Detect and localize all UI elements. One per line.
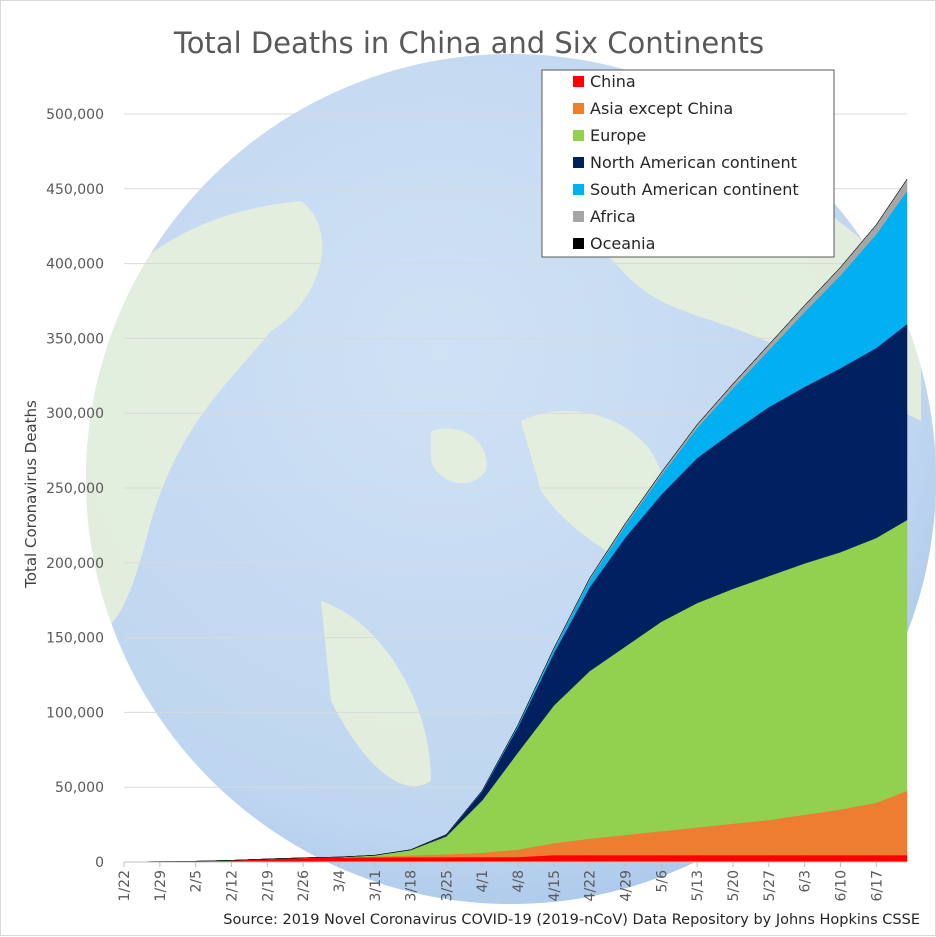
legend-swatch xyxy=(573,130,584,141)
y-tick-label: 200,000 xyxy=(46,556,104,572)
legend-box xyxy=(541,69,835,258)
x-tick-label: 4/8 xyxy=(511,870,527,893)
legend-swatch xyxy=(573,103,584,114)
x-tick-label: 3/25 xyxy=(439,870,455,901)
x-tick-label: 6/10 xyxy=(833,870,849,901)
x-tick-label: 2/19 xyxy=(260,870,276,901)
legend-swatch xyxy=(573,184,584,195)
y-tick-label: 300,000 xyxy=(46,406,104,422)
y-tick-label: 0 xyxy=(95,855,104,871)
y-tick-label: 450,000 xyxy=(46,182,104,198)
chart-title: Total Deaths in China and Six Continents xyxy=(173,26,764,60)
x-tick-label: 6/3 xyxy=(798,870,814,893)
x-axis: 1/22 1/29 2/5 2/12 2/19 2/26 3/4 3/11 3/18 3/25 4/… xyxy=(117,861,907,902)
y-tick-label: 100,000 xyxy=(46,705,104,721)
legend-swatch xyxy=(573,211,584,222)
legend-label: North American continent xyxy=(590,153,797,172)
x-tick-label: 3/4 xyxy=(332,870,348,893)
legend-swatch xyxy=(573,238,584,249)
x-tick-label: 5/6 xyxy=(654,870,670,893)
x-tick-label: 4/1 xyxy=(475,870,491,893)
y-tick-label: 400,000 xyxy=(46,257,104,273)
y-axis-label: Total Coronavirus Deaths xyxy=(22,400,40,589)
legend-label: South American continent xyxy=(590,180,799,199)
y-tick-label: 250,000 xyxy=(46,481,104,497)
area-oceania xyxy=(123,178,908,863)
legend-label: China xyxy=(590,72,636,91)
legend-label: Oceania xyxy=(590,234,655,253)
x-tick-label: 1/22 xyxy=(117,870,133,901)
area-series-group xyxy=(123,178,908,863)
x-tick-label: 5/13 xyxy=(690,870,706,901)
x-tick-label: 2/12 xyxy=(224,870,240,901)
legend-label: Asia except China xyxy=(590,99,733,118)
x-tick-label: 3/18 xyxy=(404,870,420,901)
x-tick-label: 2/5 xyxy=(189,870,205,893)
x-tick-label: 2/26 xyxy=(296,870,312,902)
legend-label: Africa xyxy=(590,207,636,226)
legend: China Asia except China Europe North Americ… xyxy=(541,69,835,258)
y-tick-label: 150,000 xyxy=(46,631,104,647)
y-tick-label: 350,000 xyxy=(46,331,104,347)
source-note: Source: 2019 Novel Coronavirus COVID-19 … xyxy=(223,912,920,928)
y-tick-label: 50,000 xyxy=(55,780,104,796)
y-axis: 0 50,000 100,000 150,000 200,000 250,000 300,0… xyxy=(46,107,104,871)
legend-swatch xyxy=(573,76,584,87)
x-tick-label: 3/11 xyxy=(368,870,384,901)
x-tick-label: 5/20 xyxy=(726,870,742,901)
x-tick-label: 4/29 xyxy=(619,870,635,901)
x-tick-label: 4/22 xyxy=(583,870,599,901)
x-tick-label: 1/29 xyxy=(153,870,169,901)
y-tick-label: 500,000 xyxy=(46,107,104,123)
x-tick-label: 6/17 xyxy=(869,870,885,901)
x-tick-label: 4/15 xyxy=(547,870,563,901)
x-tick-label: 5/27 xyxy=(762,870,778,901)
legend-swatch xyxy=(573,157,584,168)
legend-label: Europe xyxy=(590,126,646,145)
